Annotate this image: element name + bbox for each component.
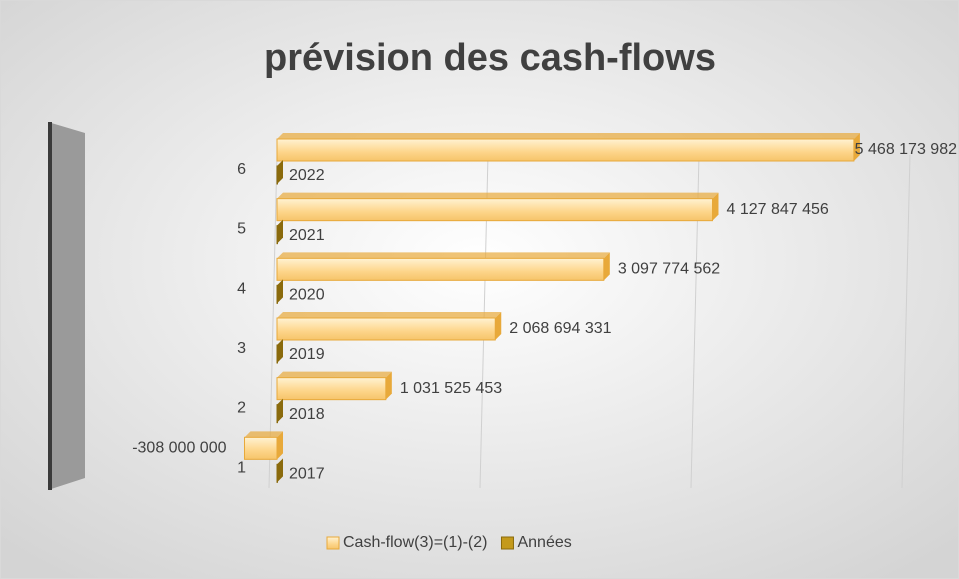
bar-side (277, 252, 610, 259)
value-label: -308 000 000 (132, 440, 226, 457)
value-label: 2021 (289, 227, 325, 244)
bar-side (277, 219, 284, 226)
bar-side (277, 192, 719, 199)
bar-side (277, 133, 860, 139)
value-label: 4 127 847 456 (726, 201, 828, 218)
legend-label: Années (517, 534, 571, 551)
legend: Cash-flow(3)=(1)-(2) Années (326, 534, 572, 551)
bar-side (712, 192, 719, 221)
bar-side (277, 160, 284, 184)
value-label: 2 068 694 331 (509, 320, 611, 337)
y-tick-label: 2 (237, 400, 246, 417)
bar (276, 317, 496, 341)
grid-line (901, 154, 911, 489)
y-tick-label: 3 (237, 340, 246, 357)
bar-side (277, 398, 284, 405)
bar-side (853, 133, 860, 161)
value-label: 2020 (289, 287, 325, 304)
bar (244, 436, 278, 460)
bar-side (277, 339, 284, 363)
bar-side (244, 431, 283, 438)
bar-side (277, 279, 284, 286)
bar (276, 377, 387, 401)
value-label: 2019 (289, 346, 325, 363)
value-label: 3 097 774 562 (618, 261, 720, 278)
bar-side (277, 312, 502, 318)
bar (276, 165, 278, 185)
bar (276, 344, 278, 364)
value-label: 1 031 525 453 (400, 380, 502, 397)
side-wall (48, 122, 85, 490)
bar-side (385, 371, 392, 400)
bar-side (603, 252, 610, 281)
legend-swatch (500, 536, 514, 550)
bar-side (277, 219, 284, 244)
value-label: 2018 (289, 406, 325, 423)
bar (276, 284, 278, 304)
bar-side (495, 312, 502, 340)
bar (276, 198, 713, 222)
bar (276, 257, 605, 281)
bar-side (277, 160, 284, 166)
bar (276, 404, 278, 424)
legend-label: Cash-flow(3)=(1)-(2) (343, 534, 487, 551)
value-label: 2022 (289, 167, 325, 184)
y-tick-label: 5 (237, 221, 246, 238)
bar-side (277, 279, 284, 304)
bar (276, 225, 278, 245)
bar-side (277, 431, 283, 460)
bar (276, 138, 855, 162)
legend-swatch (326, 536, 340, 550)
bar-side (277, 371, 392, 378)
y-tick-label: 1 (237, 459, 246, 476)
bar-side (277, 458, 284, 465)
bar-side (277, 458, 284, 483)
bar-side (277, 398, 284, 423)
bar-side (277, 339, 284, 345)
bar (276, 463, 278, 483)
y-tick-label: 4 (237, 280, 246, 297)
value-label: 2017 (289, 466, 325, 483)
chart-title: prévision des cash-flows (264, 37, 716, 79)
value-label: 5 468 173 982 (855, 141, 957, 158)
y-tick-label: 6 (237, 161, 246, 178)
